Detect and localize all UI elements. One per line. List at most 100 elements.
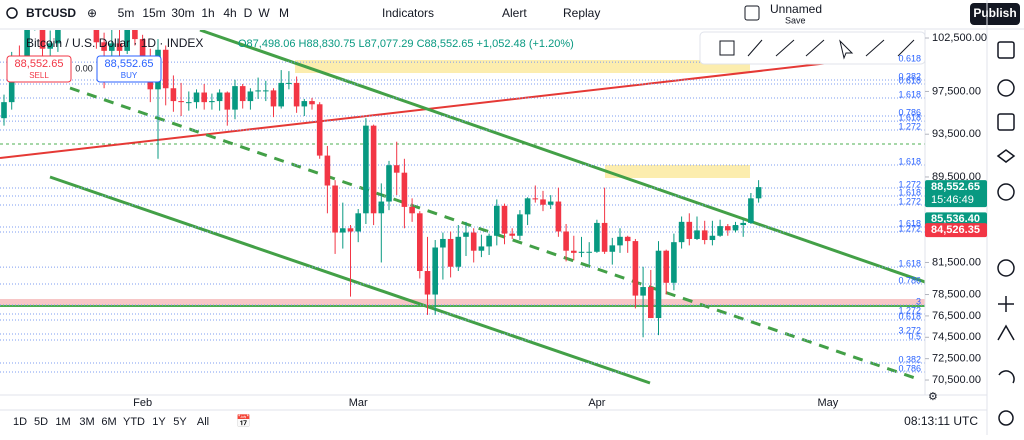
candle-body xyxy=(632,241,639,296)
candle-body xyxy=(355,213,361,232)
candle-body xyxy=(478,246,485,251)
interval-button[interactable]: 15m xyxy=(142,6,165,20)
sidebar-icon[interactable] xyxy=(997,324,1015,341)
candle-body xyxy=(324,155,331,186)
drawing-tools xyxy=(719,39,915,60)
candle-body xyxy=(247,91,254,102)
candle-body xyxy=(447,238,454,267)
candle-body xyxy=(732,225,739,231)
candle-body xyxy=(278,82,284,107)
candle-body xyxy=(609,245,616,252)
tool-icon[interactable] xyxy=(805,39,825,57)
sidebar-icon[interactable] xyxy=(997,259,1015,277)
settings-icon[interactable]: ⚙ xyxy=(928,391,938,403)
x-tick-label: Feb xyxy=(133,397,152,409)
candle-body xyxy=(571,250,577,253)
tool-icon[interactable] xyxy=(839,39,854,60)
sidebar-icon[interactable] xyxy=(998,370,1015,384)
candle-body xyxy=(663,250,669,283)
tool-icon[interactable] xyxy=(719,40,735,56)
candle-body xyxy=(701,230,708,241)
buy-price[interactable]: 88,552.65 xyxy=(105,58,154,70)
candle-body xyxy=(39,30,46,49)
range-button[interactable]: 6M xyxy=(101,416,116,428)
range-button[interactable]: 5Y xyxy=(173,416,187,428)
range-button[interactable]: 1M xyxy=(55,416,70,428)
range-button[interactable]: All xyxy=(197,416,209,428)
candle-body xyxy=(347,228,354,232)
candle-body xyxy=(725,226,731,231)
interval-button[interactable]: D xyxy=(244,6,253,20)
sell-price[interactable]: 88,552.65 xyxy=(15,58,64,70)
sidebar-icon[interactable] xyxy=(998,410,1014,426)
tool-icon[interactable] xyxy=(747,39,763,57)
sell-label[interactable]: SELL xyxy=(29,71,49,80)
candle-body xyxy=(47,43,53,49)
sidebar-icon[interactable] xyxy=(997,183,1015,201)
sidebar-icon[interactable] xyxy=(997,113,1015,131)
candle-body xyxy=(255,90,261,92)
channel-line xyxy=(199,30,925,284)
plot-area xyxy=(0,30,925,385)
interval-button[interactable]: 4h xyxy=(223,6,236,20)
fib-label: 0.618 xyxy=(898,75,921,85)
candle-body xyxy=(401,172,408,207)
candle-body xyxy=(524,198,531,215)
candle-body xyxy=(224,92,231,110)
search-icon[interactable] xyxy=(6,7,18,19)
candle-body xyxy=(594,222,600,252)
sidebar-icon[interactable] xyxy=(997,79,1015,97)
x-tick-label: Mar xyxy=(349,397,368,409)
range-button[interactable]: 5D xyxy=(34,416,48,428)
sidebar-icon[interactable] xyxy=(996,149,1016,163)
candle-body xyxy=(578,251,585,253)
zone xyxy=(295,60,750,73)
fib-label: 1.618 xyxy=(898,89,921,99)
x-tick-label: May xyxy=(818,397,839,409)
candle-body xyxy=(178,101,184,103)
candle-body xyxy=(540,199,546,205)
buy-label[interactable]: BUY xyxy=(121,71,138,80)
interval-button[interactable]: 30m xyxy=(171,6,194,20)
alert-button[interactable]: Alert xyxy=(502,6,527,20)
range-button[interactable]: 3M xyxy=(79,416,94,428)
tool-icon[interactable] xyxy=(775,39,795,57)
symbol[interactable]: BTCUSD xyxy=(26,6,76,20)
sidebar-icon[interactable] xyxy=(997,41,1015,59)
candle-body xyxy=(363,125,369,214)
indicators-button[interactable]: Indicators xyxy=(382,6,434,20)
candle-body xyxy=(601,222,608,252)
interval-button[interactable]: M xyxy=(279,6,289,20)
layout-name[interactable]: Unnamed xyxy=(770,2,822,16)
interval-button[interactable]: 1h xyxy=(201,6,214,20)
range-button[interactable]: 1Y xyxy=(152,416,166,428)
sell-button[interactable] xyxy=(6,55,72,83)
candle-body xyxy=(340,228,346,233)
save-label[interactable]: Save xyxy=(785,15,806,25)
candle-body xyxy=(755,187,762,199)
calendar-icon[interactable]: 📅 xyxy=(236,414,251,428)
add-symbol[interactable]: ⊕ xyxy=(87,6,97,20)
range-button[interactable]: YTD xyxy=(123,416,145,428)
candle-body xyxy=(586,251,592,253)
publish-bg[interactable] xyxy=(970,3,1020,25)
fib-label: 1.272 xyxy=(898,121,921,131)
channel-line xyxy=(69,86,916,380)
candle-body xyxy=(316,104,323,156)
fib-label: 1.618 xyxy=(898,258,921,268)
tool-icon[interactable] xyxy=(865,39,885,57)
candle-body xyxy=(186,102,192,104)
candle-body xyxy=(455,236,462,267)
buy-button[interactable] xyxy=(96,55,162,83)
range-button[interactable]: 1D xyxy=(13,416,27,428)
sidebar-icon[interactable] xyxy=(998,296,1014,312)
candle-body xyxy=(209,101,215,103)
replay-button[interactable]: Replay xyxy=(563,6,600,20)
candle-body xyxy=(386,165,392,202)
checkbox[interactable] xyxy=(744,5,760,21)
publish-button[interactable]: Publish xyxy=(973,6,1016,20)
interval-button[interactable]: W xyxy=(258,6,270,20)
tool-icon[interactable] xyxy=(897,39,915,57)
interval-button[interactable]: 5m xyxy=(118,6,135,20)
